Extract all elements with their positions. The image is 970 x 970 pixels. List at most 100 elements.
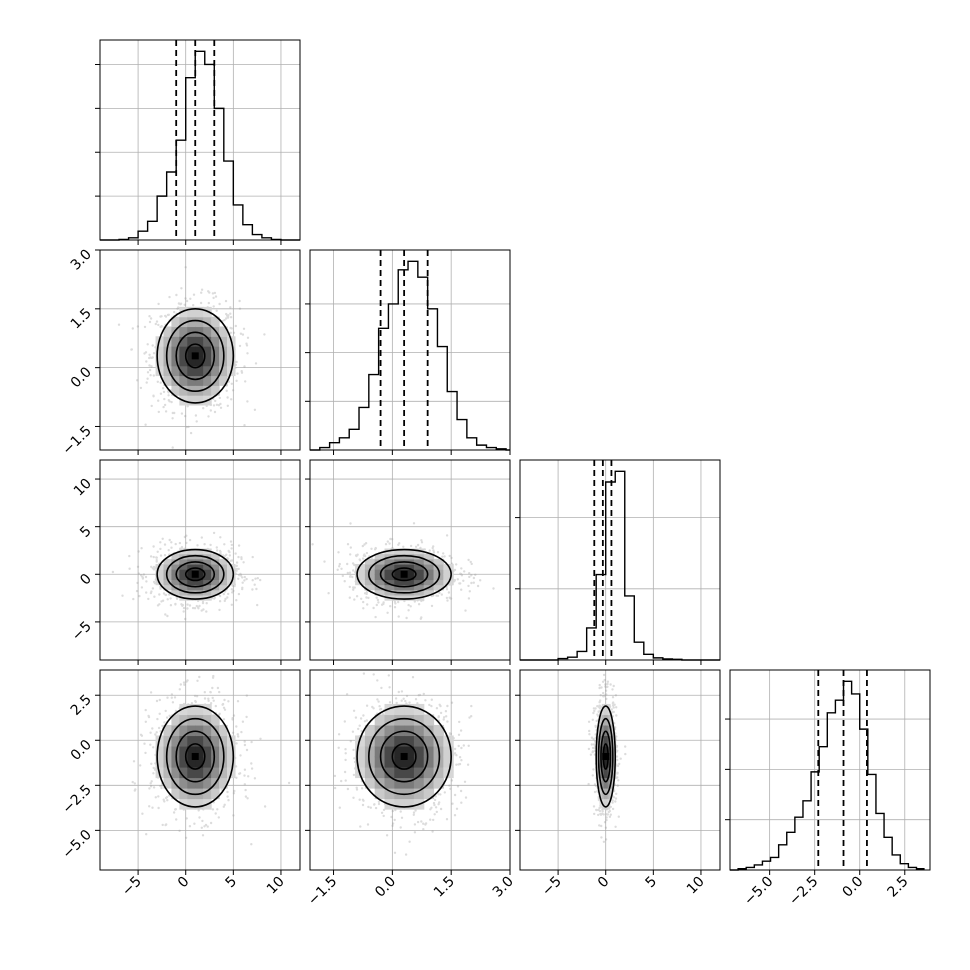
density-cell xyxy=(179,316,188,328)
density-cell xyxy=(203,735,212,747)
density-cell xyxy=(203,777,212,789)
density-cell xyxy=(374,589,386,596)
histogram-step-1 xyxy=(310,260,510,451)
contour-2 xyxy=(368,554,441,594)
density-cell xyxy=(155,745,165,758)
density-cell xyxy=(211,714,220,726)
density-cell xyxy=(607,724,611,737)
density-cell xyxy=(171,553,180,560)
density-cell xyxy=(187,548,196,555)
density-cell xyxy=(404,584,415,591)
y-tick-label: 10 xyxy=(71,476,95,500)
density-cell xyxy=(203,756,212,768)
density-cell xyxy=(163,326,173,337)
density-cell xyxy=(195,579,204,586)
density-cell xyxy=(443,569,454,575)
density-cell xyxy=(187,724,196,737)
density-cell xyxy=(187,735,196,747)
density-cell xyxy=(163,569,173,575)
density-cell xyxy=(599,788,603,800)
density-cell xyxy=(203,584,212,591)
density-cell xyxy=(203,375,212,386)
x-tick-label: 1.5 xyxy=(431,874,458,901)
scatter-panel-2-0 xyxy=(99,459,301,661)
density-cell xyxy=(195,563,204,570)
density-cell xyxy=(187,584,196,591)
density-cell xyxy=(384,589,395,596)
density-cell xyxy=(195,584,204,591)
density-cell xyxy=(187,798,196,810)
axes-frame-3-3 xyxy=(729,669,931,871)
density-cell xyxy=(219,579,228,586)
histogram-panel-1 xyxy=(305,249,511,451)
density-cell xyxy=(203,558,212,565)
density-cell xyxy=(384,777,395,789)
density-cell xyxy=(211,316,220,328)
density-cell xyxy=(364,584,376,591)
density-cell xyxy=(384,745,395,758)
density-cell xyxy=(364,569,376,575)
contour-3 xyxy=(156,548,235,600)
density-cell xyxy=(163,756,173,768)
density-cell xyxy=(155,569,165,575)
density-cell xyxy=(603,714,607,726)
y-tick-label: 1.5 xyxy=(68,305,95,332)
x-tick-label: 10 xyxy=(684,874,708,898)
contour-1 xyxy=(175,730,216,783)
density-cell xyxy=(163,745,173,758)
density-cell xyxy=(364,745,376,758)
density-cell xyxy=(187,574,196,581)
density-cell xyxy=(355,735,366,747)
density-cell xyxy=(433,558,444,565)
density-cell xyxy=(163,365,173,377)
density-cell xyxy=(203,745,212,758)
density-cell xyxy=(211,346,220,357)
density-cell xyxy=(171,574,180,581)
density-cell xyxy=(599,735,603,747)
density-cell xyxy=(179,385,188,396)
density-cell xyxy=(423,745,435,758)
panel-content xyxy=(311,522,495,620)
density-cell xyxy=(179,714,188,726)
density-cell xyxy=(404,724,415,737)
density-cell xyxy=(163,375,173,386)
density-cell xyxy=(163,724,173,737)
density-cell xyxy=(179,365,188,377)
density-cell xyxy=(394,714,405,726)
density-cell xyxy=(203,574,212,581)
density-cell xyxy=(187,756,196,768)
density-cell xyxy=(413,574,425,581)
density-cell xyxy=(597,724,601,737)
y-tick-label: 3.0 xyxy=(68,247,95,274)
density-cell xyxy=(171,336,180,347)
density-cell xyxy=(195,336,204,347)
density-cell xyxy=(595,756,599,768)
density-cell xyxy=(423,766,435,779)
density-cell xyxy=(605,735,609,747)
x-tick-label: 0.0 xyxy=(840,874,867,901)
histogram-step-0 xyxy=(100,50,300,241)
density-cell xyxy=(163,563,173,570)
density-cell xyxy=(203,703,212,716)
contour-0 xyxy=(391,743,417,770)
density-cell xyxy=(384,788,395,800)
contour-3 xyxy=(156,308,235,404)
density-cell xyxy=(179,724,188,737)
density-cell xyxy=(203,569,212,575)
density-cell xyxy=(195,306,204,318)
density-cell xyxy=(423,553,435,560)
density-cell xyxy=(364,735,376,747)
density-cell xyxy=(203,766,212,779)
density-cell xyxy=(187,703,196,716)
density-cell xyxy=(155,355,165,367)
density-cell xyxy=(384,574,395,581)
density-cell xyxy=(607,745,611,758)
density-cell xyxy=(226,574,236,581)
density-cell xyxy=(203,579,212,586)
x-tick-label: 0.0 xyxy=(372,874,399,901)
density-cell xyxy=(179,756,188,768)
density-cell xyxy=(374,574,386,581)
density-cell xyxy=(605,766,609,779)
density-cell xyxy=(413,589,425,596)
density-cell xyxy=(609,735,613,747)
